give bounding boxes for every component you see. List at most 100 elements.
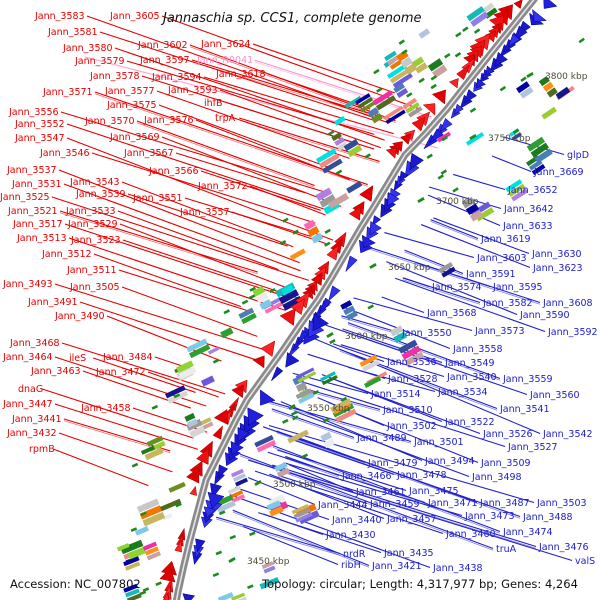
gene-label-forward[interactable]: Jann_3539: [75, 189, 126, 200]
gene-label-forward[interactable]: Jann_3597: [139, 55, 190, 66]
gene-label-forward[interactable]: Jann_3493: [2, 279, 53, 290]
gene-label-forward[interactable]: Jann_3581: [47, 27, 98, 38]
gene-label-reverse[interactable]: Jann_3476: [538, 542, 589, 553]
gene-label-forward[interactable]: Jann_3569: [109, 132, 160, 143]
gene-label-reverse[interactable]: Jann_3514: [370, 389, 421, 400]
gene-label-reverse[interactable]: nrdR: [343, 549, 366, 560]
gene-label-reverse[interactable]: Jann_3498: [471, 472, 522, 483]
gene-label-reverse[interactable]: Jann_3488: [522, 512, 573, 523]
gene-label-forward[interactable]: Jann_3529: [67, 219, 118, 230]
gene-label-forward[interactable]: Jann_3491: [27, 297, 78, 308]
gene-arrow[interactable]: [385, 147, 397, 159]
gene-label-forward[interactable]: Jann_3572: [197, 181, 248, 192]
gene-arrow[interactable]: [448, 77, 459, 89]
gene-label-reverse[interactable]: Jann_3550: [401, 328, 452, 339]
gene-label-forward[interactable]: Jann_3575: [106, 100, 157, 111]
gene-label-forward[interactable]: Jann_3547: [14, 133, 65, 144]
gene-arrow[interactable]: [439, 117, 453, 132]
gene-label-reverse[interactable]: truA: [496, 544, 517, 555]
gene-label-reverse[interactable]: Jann_3474: [502, 527, 553, 538]
gene-label-reverse[interactable]: Jann_3501: [413, 437, 464, 448]
gene-arrow[interactable]: [485, 65, 495, 76]
gene-label-forward[interactable]: Jann_3447: [2, 399, 53, 410]
gene-arrow[interactable]: [387, 191, 400, 207]
gene-arrow[interactable]: [207, 491, 225, 510]
gene-arrow[interactable]: [399, 170, 409, 183]
gene-label-reverse[interactable]: Jann_3549: [444, 358, 495, 369]
gene-label-forward[interactable]: Jann_3577: [104, 86, 155, 97]
gene-label-reverse[interactable]: Jann_3573: [474, 326, 525, 337]
gene-label-reverse[interactable]: Jann_3527: [507, 442, 558, 453]
gene-label-reverse[interactable]: Jann_3430: [325, 530, 376, 541]
gene-label-forward[interactable]: Jann_3511: [66, 265, 117, 276]
gene-arrow[interactable]: [422, 103, 436, 116]
gene-label-forward[interactable]: Jann_3537: [6, 165, 57, 176]
gene-arrow[interactable]: [369, 220, 383, 236]
gene-label-reverse[interactable]: Jann_3633: [502, 221, 553, 232]
gene-label-reverse[interactable]: Jann_3528: [387, 374, 438, 385]
gene-label-forward[interactable]: Jann_3583: [34, 11, 85, 22]
gene-arrow[interactable]: [285, 352, 300, 368]
gene-arrow[interactable]: [543, 0, 558, 9]
gene-label-reverse[interactable]: Jann_3558: [452, 344, 503, 355]
gene-arrow[interactable]: [532, 8, 547, 22]
gene-label-forward[interactable]: Jann_3458: [80, 403, 131, 414]
gene-label-reverse[interactable]: glpD: [567, 150, 589, 161]
gene-label-forward[interactable]: Jann_3512: [41, 249, 92, 260]
gene-label-reverse[interactable]: Jann_3590: [519, 310, 570, 321]
gene-arrow[interactable]: [252, 355, 265, 369]
gene-label-reverse[interactable]: Jann_3444: [317, 500, 368, 511]
gene-label-forward[interactable]: Jann_3551: [132, 193, 183, 204]
gene-label-reverse[interactable]: Jann_3461: [355, 487, 406, 498]
gene-label-reverse[interactable]: Jann_3652: [507, 185, 558, 196]
gene-label-reverse[interactable]: Jann_3526: [482, 429, 533, 440]
gene-label-reverse[interactable]: Jann_3568: [426, 308, 477, 319]
gene-label-reverse[interactable]: Jann_3509: [480, 458, 531, 469]
gene-label-forward[interactable]: trpA: [215, 113, 236, 124]
gene-arrow[interactable]: [411, 116, 426, 132]
gene-arrow[interactable]: [361, 234, 376, 249]
gene-label-forward[interactable]: Jann_3570: [84, 116, 135, 127]
gene-arrow[interactable]: [182, 593, 196, 600]
gene-arrow[interactable]: [230, 440, 244, 456]
gene-arrow[interactable]: [456, 64, 471, 81]
gene-label-reverse[interactable]: Jann_3438: [432, 563, 483, 574]
gene-label-reverse[interactable]: Jann_3421: [371, 561, 422, 572]
gene-label-reverse[interactable]: Jann_3459: [369, 499, 420, 510]
gene-arrow[interactable]: [429, 128, 444, 144]
gene-arrow[interactable]: [464, 89, 478, 104]
gene-arrow[interactable]: [271, 366, 284, 382]
gene-label-reverse[interactable]: Jann_3502: [386, 421, 437, 432]
gene-label-reverse[interactable]: Jann_3435: [383, 548, 434, 559]
gene-label-reverse[interactable]: Jann_3478: [396, 470, 447, 481]
gene-arrow[interactable]: [296, 329, 309, 345]
gene-arrow[interactable]: [279, 308, 296, 326]
gene-label-forward[interactable]: Jann_3571: [42, 87, 93, 98]
gene-arrow[interactable]: [231, 384, 244, 399]
gene-arrow[interactable]: [319, 297, 332, 314]
gene-arrow[interactable]: [328, 285, 341, 302]
gene-arrow[interactable]: [260, 340, 276, 357]
gene-arrow[interactable]: [400, 133, 412, 145]
gene-label-forward[interactable]: Jann_3618: [215, 69, 266, 80]
gene-label-forward[interactable]: Jann_3624: [200, 39, 251, 50]
gene-label-forward[interactable]: Jann_3576: [143, 115, 194, 126]
gene-label-reverse[interactable]: Jann_3595: [492, 282, 543, 293]
gene-label-forward[interactable]: Jann_3579: [74, 56, 125, 67]
gene-label-reverse[interactable]: Jann_3510: [382, 405, 433, 416]
gene-label-forward[interactable]: Jann_3531: [11, 179, 62, 190]
gene-arrow[interactable]: [195, 538, 206, 553]
gene-arrow[interactable]: [217, 464, 229, 479]
gene-label-reverse[interactable]: Jann_3603: [476, 253, 527, 264]
gene-label-forward[interactable]: Jann_3605: [109, 11, 160, 22]
gene-label-forward[interactable]: Jann_3513: [16, 233, 67, 244]
gene-arrow[interactable]: [348, 206, 362, 221]
gene-arrow[interactable]: [476, 77, 486, 89]
gene-arrow[interactable]: [189, 485, 197, 496]
gene-arrow[interactable]: [186, 467, 200, 484]
gene-label-forward[interactable]: Jann_3566: [148, 166, 199, 177]
gene-label-reverse[interactable]: valS: [575, 556, 595, 567]
gene-label-reverse[interactable]: Jann_3479: [367, 458, 418, 469]
gene-arrow[interactable]: [372, 215, 382, 226]
gene-arrow[interactable]: [203, 506, 216, 518]
